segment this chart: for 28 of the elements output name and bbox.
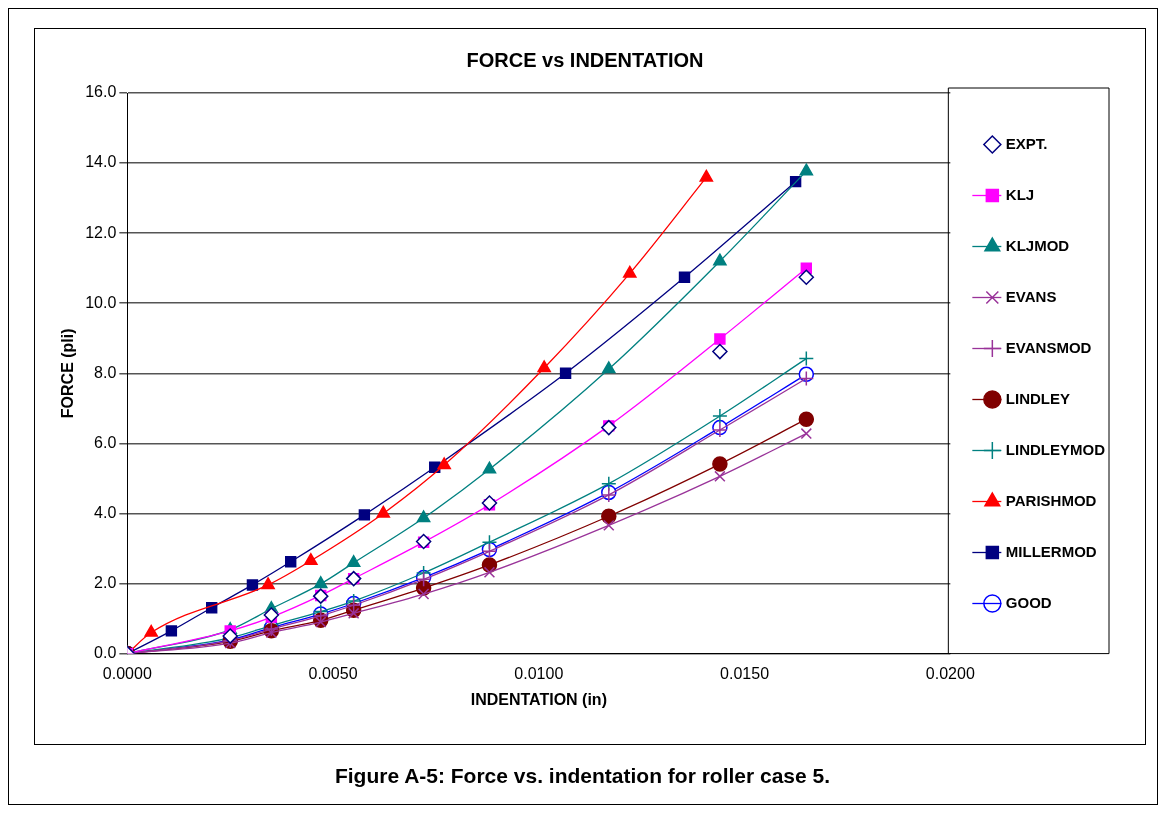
legend-label: EVANS bbox=[1005, 287, 1057, 305]
legend-label: LINDLEY bbox=[1005, 389, 1071, 407]
y-tick-label: 10.0 bbox=[85, 293, 117, 311]
y-tick-label: 4.0 bbox=[94, 503, 117, 521]
y-tick-label: 8.0 bbox=[94, 363, 117, 381]
chart-title: FORCE vs INDENTATION bbox=[466, 48, 704, 71]
legend-label: KLJMOD bbox=[1005, 236, 1070, 254]
legend-label: MILLERMOD bbox=[1005, 542, 1097, 560]
legend-label: EXPT. bbox=[1005, 134, 1048, 152]
y-axis-title: FORCE (pli) bbox=[59, 328, 77, 419]
text: Figure A-5: Force vs. indentation for roller case 5. bbox=[333, 764, 832, 788]
legend-label: PARISHMOD bbox=[1005, 491, 1097, 509]
x-tick-label: 0.0050 bbox=[308, 664, 358, 682]
legend-label: KLJ bbox=[1005, 185, 1035, 203]
y-tick-label: 0.0 bbox=[94, 644, 117, 662]
y-tick-label: 6.0 bbox=[94, 433, 117, 451]
y-tick-label: 14.0 bbox=[85, 153, 117, 171]
x-tick-label: 0.0100 bbox=[514, 664, 564, 682]
x-axis-title: INDENTATION (in) bbox=[470, 690, 607, 708]
x-tick-label: 0.0000 bbox=[102, 664, 152, 682]
x-tick-label: 0.0200 bbox=[925, 664, 975, 682]
legend-label: GOOD bbox=[1005, 593, 1052, 611]
y-tick-label: 16.0 bbox=[85, 83, 117, 101]
legend-label: EVANSMOD bbox=[1005, 338, 1092, 356]
legend-label: LINDLEYMOD bbox=[1005, 440, 1106, 458]
x-tick-label: 0.0150 bbox=[720, 664, 770, 682]
y-tick-label: 12.0 bbox=[85, 223, 117, 241]
y-tick-label: 2.0 bbox=[94, 573, 117, 591]
